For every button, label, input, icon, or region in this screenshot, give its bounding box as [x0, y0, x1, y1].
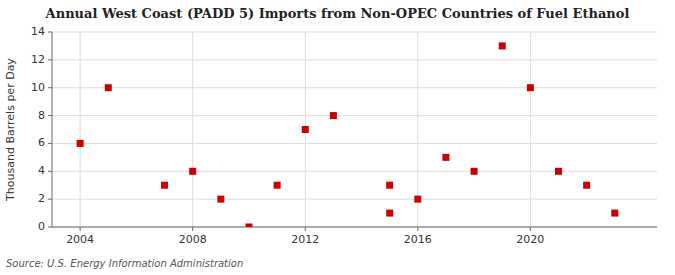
point [274, 182, 281, 189]
point [386, 210, 393, 217]
x-tick-label: 2004 [66, 233, 94, 246]
source: Source: U.S. Energy Information Administ… [6, 258, 243, 269]
y-tick [48, 32, 52, 33]
point [527, 84, 534, 91]
y-tick-label: 10 [31, 81, 45, 94]
y-tick [48, 115, 52, 116]
x-grid-line [530, 32, 531, 227]
y-tick [48, 199, 52, 200]
x-tick [192, 227, 193, 231]
chart: Annual West Coast (PADD 5) Imports from … [0, 0, 675, 275]
point [471, 168, 478, 175]
y-grid-line [52, 87, 657, 88]
chart-container: Annual West Coast (PADD 5) Imports from … [0, 0, 675, 275]
point [77, 140, 84, 147]
point [217, 196, 224, 203]
y-tick-label: 0 [38, 220, 45, 233]
x-tick [305, 227, 306, 231]
x-tick [80, 227, 81, 231]
point [386, 182, 393, 189]
x-tick-label: 2012 [291, 233, 319, 246]
points [77, 42, 619, 227]
y-tick-label: 6 [38, 136, 45, 149]
y-axis-label: Thousand Barrels per Day [4, 58, 17, 202]
y-tick [48, 171, 52, 172]
y-grid-line [52, 115, 657, 116]
point [161, 182, 168, 189]
x-tick [417, 227, 418, 231]
y-tick [48, 59, 52, 60]
y-tick-label: 2 [38, 192, 45, 205]
y-grid-line [52, 171, 657, 172]
point [555, 168, 562, 175]
y-tick-label: 12 [31, 53, 45, 66]
y-grid-line [52, 32, 657, 33]
y-axis-line [52, 32, 53, 227]
x-tick-label: 2020 [516, 233, 544, 246]
y-grid-line [52, 59, 657, 60]
x-grid-line [192, 32, 193, 227]
point [442, 154, 449, 161]
y-tick-label: 14 [31, 25, 45, 38]
point [330, 112, 337, 119]
point [105, 84, 112, 91]
point [611, 210, 618, 217]
x-grid-line [80, 32, 81, 227]
y-grid-line [52, 199, 657, 200]
point [245, 224, 252, 228]
point [583, 182, 590, 189]
point [302, 126, 309, 133]
point [189, 168, 196, 175]
title: Annual West Coast (PADD 5) Imports from … [45, 6, 630, 21]
y-tick [48, 227, 52, 228]
x-axis-line [52, 227, 657, 228]
y-grid-line [52, 227, 657, 228]
x-tick [530, 227, 531, 231]
point [499, 42, 506, 49]
y-tick [48, 143, 52, 144]
y-tick-label: 4 [38, 164, 45, 177]
axes: 0 2 4 6 8 10 12 14 2004 2008 2012 2016 2020 [31, 25, 657, 246]
x-tick-label: 2016 [404, 233, 432, 246]
y-tick [48, 87, 52, 88]
y-grid-line [52, 143, 657, 144]
grid [52, 32, 657, 227]
point [414, 196, 421, 203]
y-tick-label: 8 [38, 109, 45, 122]
x-tick-label: 2008 [179, 233, 207, 246]
